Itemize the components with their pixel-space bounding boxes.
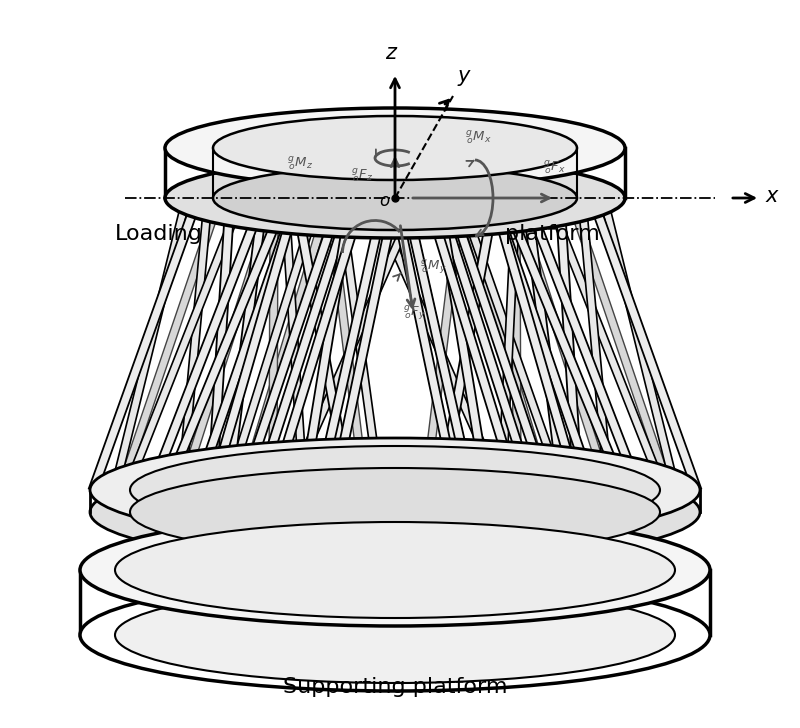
Polygon shape	[446, 199, 552, 491]
Polygon shape	[178, 199, 212, 491]
Polygon shape	[498, 199, 520, 490]
Text: $^g_{\,o}F_x$: $^g_{\,o}F_x$	[543, 158, 566, 175]
Polygon shape	[458, 199, 566, 491]
Polygon shape	[434, 199, 491, 491]
Polygon shape	[523, 198, 643, 491]
Ellipse shape	[213, 116, 577, 180]
Polygon shape	[370, 198, 506, 491]
Polygon shape	[390, 199, 461, 491]
Polygon shape	[222, 199, 267, 491]
Polygon shape	[512, 199, 612, 491]
Polygon shape	[402, 199, 476, 491]
Text: $^g_{\,o}F_z$: $^g_{\,o}F_z$	[351, 166, 374, 183]
Ellipse shape	[165, 108, 625, 188]
Ellipse shape	[90, 438, 700, 542]
Ellipse shape	[130, 446, 660, 534]
Polygon shape	[299, 199, 355, 491]
Polygon shape	[291, 199, 354, 491]
Polygon shape	[457, 199, 551, 491]
Polygon shape	[269, 200, 278, 490]
Polygon shape	[600, 199, 679, 491]
Polygon shape	[330, 199, 399, 491]
Polygon shape	[330, 199, 399, 491]
Text: Supporting platform: Supporting platform	[282, 677, 507, 697]
Polygon shape	[281, 199, 307, 490]
Ellipse shape	[130, 468, 660, 556]
Text: $^g_{\,o}F_y$: $^g_{\,o}F_y$	[403, 304, 426, 323]
Polygon shape	[117, 199, 222, 491]
Polygon shape	[178, 199, 278, 491]
Polygon shape	[512, 200, 521, 490]
Text: Loading: Loading	[115, 224, 203, 244]
Ellipse shape	[80, 514, 710, 626]
Ellipse shape	[213, 166, 577, 230]
Text: $^g_{\,o}M_x$: $^g_{\,o}M_x$	[465, 128, 492, 146]
Ellipse shape	[90, 460, 700, 564]
Ellipse shape	[115, 587, 675, 683]
Text: $^g_{\,o}M_y$: $^g_{\,o}M_y$	[420, 258, 446, 276]
Polygon shape	[578, 199, 613, 491]
Polygon shape	[123, 199, 245, 491]
Polygon shape	[546, 199, 667, 491]
Polygon shape	[238, 199, 333, 491]
Polygon shape	[325, 199, 369, 491]
Polygon shape	[402, 199, 475, 491]
Text: $y$: $y$	[457, 68, 472, 88]
Polygon shape	[422, 199, 465, 491]
Polygon shape	[391, 199, 460, 491]
Polygon shape	[336, 199, 384, 491]
Text: $x$: $x$	[765, 186, 780, 206]
Text: $z$: $z$	[385, 43, 398, 63]
Polygon shape	[110, 199, 190, 491]
Polygon shape	[254, 199, 355, 491]
Ellipse shape	[80, 579, 710, 691]
Polygon shape	[490, 199, 598, 491]
Ellipse shape	[115, 522, 675, 618]
Polygon shape	[207, 199, 234, 490]
Polygon shape	[589, 199, 701, 491]
Polygon shape	[424, 199, 522, 491]
Text: $o$: $o$	[379, 192, 390, 210]
Polygon shape	[162, 198, 289, 491]
Polygon shape	[269, 199, 366, 491]
Polygon shape	[555, 199, 582, 490]
Ellipse shape	[165, 158, 625, 238]
Polygon shape	[314, 199, 388, 491]
Polygon shape	[208, 199, 300, 491]
Text: platform: platform	[505, 224, 600, 244]
Polygon shape	[501, 198, 628, 491]
Polygon shape	[193, 199, 300, 491]
Polygon shape	[223, 199, 322, 491]
Polygon shape	[89, 199, 202, 491]
Text: $^g_{\,o}M_z$: $^g_{\,o}M_z$	[287, 154, 313, 172]
Polygon shape	[490, 199, 582, 491]
Polygon shape	[434, 199, 537, 491]
Polygon shape	[567, 199, 674, 491]
Polygon shape	[238, 199, 344, 491]
Polygon shape	[436, 199, 498, 491]
Polygon shape	[522, 199, 567, 491]
Polygon shape	[147, 198, 267, 491]
Polygon shape	[285, 198, 421, 491]
